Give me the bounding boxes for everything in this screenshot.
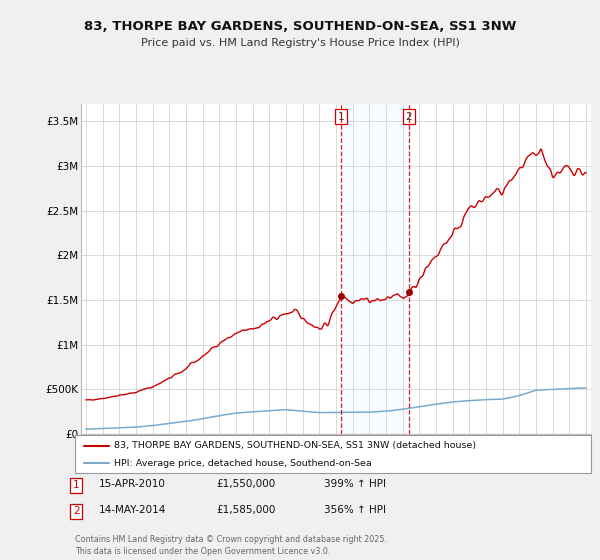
Text: £1,585,000: £1,585,000 — [216, 505, 275, 515]
Text: 2: 2 — [73, 506, 80, 516]
Text: 15-APR-2010: 15-APR-2010 — [99, 479, 166, 489]
Text: Price paid vs. HM Land Registry's House Price Index (HPI): Price paid vs. HM Land Registry's House … — [140, 38, 460, 48]
Text: 2: 2 — [406, 112, 412, 122]
Text: £1,550,000: £1,550,000 — [216, 479, 275, 489]
Text: 356% ↑ HPI: 356% ↑ HPI — [324, 505, 386, 515]
Text: 83, THORPE BAY GARDENS, SOUTHEND-ON-SEA, SS1 3NW: 83, THORPE BAY GARDENS, SOUTHEND-ON-SEA,… — [84, 20, 516, 32]
Bar — [341, 104, 409, 434]
Text: 399% ↑ HPI: 399% ↑ HPI — [324, 479, 386, 489]
Text: 14-MAY-2014: 14-MAY-2014 — [99, 505, 166, 515]
Text: 1: 1 — [338, 112, 344, 122]
Text: 83, THORPE BAY GARDENS, SOUTHEND-ON-SEA, SS1 3NW (detached house): 83, THORPE BAY GARDENS, SOUTHEND-ON-SEA,… — [114, 441, 476, 450]
Text: 1: 1 — [73, 480, 80, 491]
Text: HPI: Average price, detached house, Southend-on-Sea: HPI: Average price, detached house, Sout… — [114, 459, 371, 468]
Text: Contains HM Land Registry data © Crown copyright and database right 2025.
This d: Contains HM Land Registry data © Crown c… — [75, 535, 387, 556]
